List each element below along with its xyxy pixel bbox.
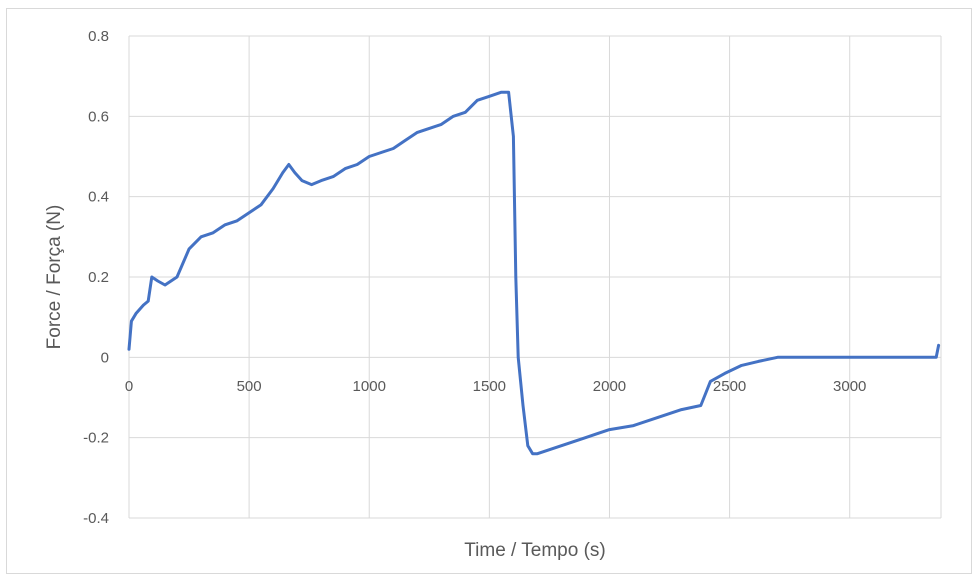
data-point bbox=[356, 163, 359, 166]
data-point bbox=[281, 171, 284, 174]
data-point bbox=[300, 179, 304, 182]
data-point bbox=[310, 183, 313, 186]
data-point bbox=[380, 151, 383, 154]
data-point bbox=[428, 127, 431, 130]
data-point bbox=[584, 436, 587, 439]
data-point bbox=[150, 275, 154, 279]
data-point bbox=[464, 111, 467, 114]
data-point bbox=[247, 211, 251, 214]
data-point bbox=[507, 91, 510, 94]
data-point bbox=[526, 444, 529, 447]
data-point bbox=[536, 452, 539, 455]
data-point bbox=[235, 219, 239, 222]
x-tick-label: 1500 bbox=[473, 378, 506, 395]
data-point bbox=[800, 356, 803, 359]
x-tick-label: 0 bbox=[125, 378, 133, 395]
data-point bbox=[757, 360, 760, 363]
data-point bbox=[332, 175, 335, 178]
data-point bbox=[548, 448, 551, 451]
data-point bbox=[271, 187, 275, 190]
data-point bbox=[848, 356, 851, 359]
data-point bbox=[223, 223, 227, 226]
data-point bbox=[709, 380, 712, 383]
y-tick-label: -0.4 bbox=[83, 510, 109, 527]
y-tick-label: -0.2 bbox=[83, 430, 109, 447]
data-point bbox=[488, 95, 491, 98]
data-point bbox=[934, 356, 938, 359]
data-point bbox=[500, 91, 503, 94]
x-tick-label: 1000 bbox=[353, 378, 386, 395]
data-point bbox=[896, 356, 899, 359]
data-point bbox=[211, 231, 215, 235]
series-line bbox=[127, 90, 941, 456]
data-point bbox=[516, 356, 520, 359]
data-point bbox=[704, 392, 707, 395]
data-point bbox=[699, 404, 702, 407]
data-point bbox=[404, 139, 407, 142]
data-point bbox=[608, 428, 611, 431]
y-tick-label: 0.2 bbox=[88, 269, 109, 286]
data-point bbox=[416, 131, 419, 134]
data-point bbox=[521, 404, 525, 407]
data-point bbox=[287, 163, 290, 166]
data-point bbox=[130, 319, 133, 323]
data-point bbox=[514, 275, 517, 279]
data-point bbox=[572, 440, 575, 443]
data-point bbox=[135, 311, 138, 315]
x-tick-label: 2000 bbox=[593, 378, 626, 395]
data-point bbox=[187, 247, 191, 251]
data-point bbox=[920, 356, 923, 359]
y-tick-label: 0.4 bbox=[88, 189, 109, 206]
plot-area bbox=[127, 90, 941, 456]
data-point bbox=[344, 167, 347, 170]
data-point bbox=[656, 416, 659, 419]
data-point bbox=[824, 356, 827, 359]
x-axis-title: Time / Tempo (s) bbox=[464, 540, 605, 561]
data-point bbox=[531, 452, 534, 455]
data-point bbox=[632, 424, 635, 427]
data-point bbox=[872, 356, 875, 359]
data-point bbox=[392, 147, 395, 150]
data-point bbox=[147, 299, 150, 303]
data-point bbox=[560, 444, 563, 447]
data-point bbox=[776, 356, 779, 359]
data-point bbox=[452, 115, 455, 118]
data-point bbox=[163, 283, 167, 287]
y-tick-label: 0.6 bbox=[88, 108, 109, 125]
x-tick-label: 3000 bbox=[833, 378, 866, 395]
data-point bbox=[142, 303, 145, 307]
data-point bbox=[175, 275, 179, 279]
data-point bbox=[596, 432, 599, 435]
data-point bbox=[476, 99, 479, 102]
x-tick-label: 500 bbox=[237, 378, 262, 395]
data-point bbox=[127, 348, 131, 351]
data-point bbox=[937, 344, 940, 347]
x-tick-label: 2500 bbox=[713, 378, 746, 395]
data-point bbox=[723, 372, 726, 375]
y-axis-ticks: -0.4 -0.2 0 0.2 0.4 0.6 0.8 bbox=[83, 28, 109, 527]
data-point bbox=[368, 155, 371, 158]
data-point bbox=[512, 135, 515, 138]
y-tick-label: 0 bbox=[101, 349, 109, 366]
data-point bbox=[293, 171, 296, 174]
data-point bbox=[199, 235, 203, 239]
data-point bbox=[319, 179, 323, 182]
data-point bbox=[259, 203, 263, 206]
x-axis-ticks: 0 500 1000 1500 2000 2500 3000 bbox=[125, 378, 867, 395]
grid-lines bbox=[128, 35, 942, 519]
y-tick-label: 0.8 bbox=[88, 28, 109, 45]
data-point bbox=[740, 364, 743, 367]
data-point bbox=[156, 279, 160, 283]
data-point bbox=[440, 123, 443, 126]
y-axis-title: Force / Força (N) bbox=[44, 205, 65, 350]
data-point bbox=[680, 408, 683, 411]
